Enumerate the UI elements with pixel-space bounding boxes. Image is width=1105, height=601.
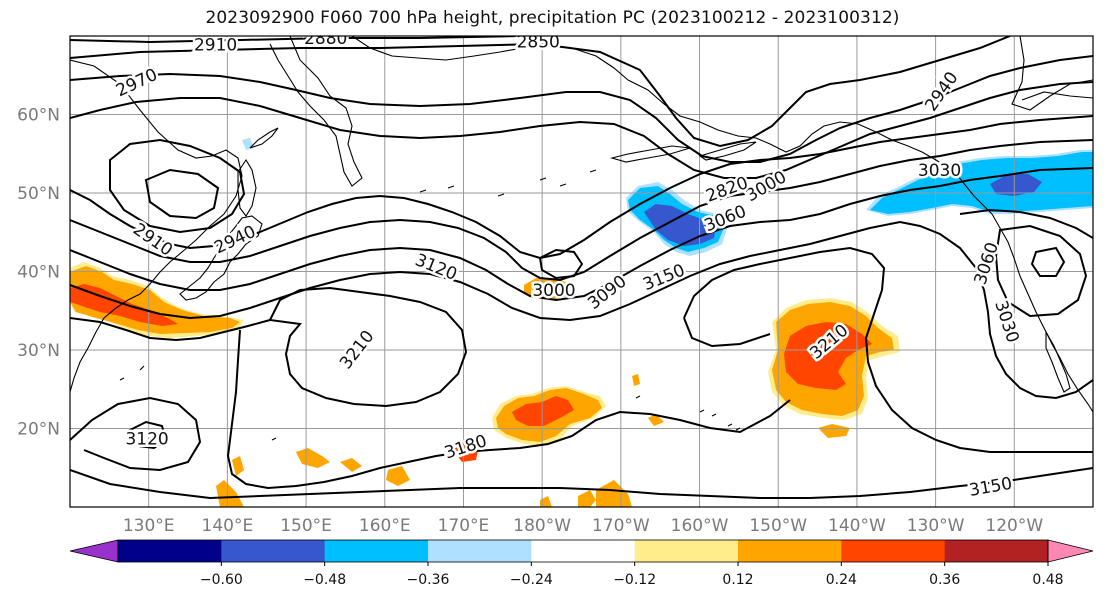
longitude-labels: 130°E 140°E 150°E 160°E 170°E 180°W 170°W 160°W… [123, 516, 1044, 536]
longitude-label: 150°E [280, 516, 332, 536]
longitude-label: 120°W [985, 516, 1043, 536]
colorbar-bin [428, 540, 532, 562]
colorbar-tick-label: −0.48 [303, 572, 346, 588]
colorbar-extend-min [69, 539, 119, 563]
longitude-label: 170°W [592, 516, 650, 536]
colorbar-bin [738, 540, 842, 562]
colorbar: −0.60 −0.48 −0.36 −0.24 −0.12 0.12 0.24 0.36 0.4… [69, 539, 1094, 588]
colorbar-bin [324, 540, 429, 562]
contour-label: 2850 [517, 32, 560, 52]
colorbar-tick-label: −0.24 [510, 572, 553, 588]
colorbar-tick-label: −0.12 [613, 572, 656, 588]
longitude-label: 140°E [202, 516, 254, 536]
latitude-label: 20°N [17, 420, 60, 440]
contour-label: 3030 [918, 161, 961, 181]
colorbar-tick-label: 0.48 [1032, 572, 1063, 588]
longitude-label: 160°E [359, 516, 411, 536]
colorbar-tick-label: 0.24 [826, 572, 857, 588]
longitude-label: 150°W [749, 516, 807, 536]
map-title: 2023092900 F060 700 hPa height, precipit… [205, 8, 900, 28]
latitude-label: 30°N [17, 341, 60, 361]
colorbar-bin [118, 540, 222, 562]
contour-label: 2910 [194, 35, 237, 55]
height-contours [70, 36, 1093, 500]
map-frame [69, 35, 1094, 508]
contour-label: 3000 [532, 281, 575, 301]
longitude-label: 180°W [513, 516, 571, 536]
latitude-label: 40°N [17, 263, 60, 283]
colorbar-outline [117, 539, 1049, 563]
latitude-label: 50°N [17, 184, 60, 204]
colorbar-tick-label: −0.36 [407, 572, 450, 588]
colorbar-tick-label: −0.60 [200, 572, 243, 588]
contour-label: 2880 [304, 29, 347, 49]
longitude-label: 140°W [828, 516, 886, 536]
longitude-label: 160°W [671, 516, 729, 536]
coastlines [70, 36, 1093, 441]
colorbar-tick-label: 0.36 [929, 572, 960, 588]
latitude-label: 60°N [17, 106, 60, 126]
colorbar-tick-label: 0.12 [722, 572, 753, 588]
colorbar-bin [944, 540, 1049, 562]
longitude-label: 130°E [123, 516, 175, 536]
longitude-label: 130°W [907, 516, 965, 536]
colorbar-bin [221, 540, 326, 562]
colorbar-extend-max [1047, 539, 1094, 563]
colorbar-bin [634, 540, 739, 562]
precip-region-dateline [524, 278, 570, 300]
latitude-labels: 60°N 50°N 40°N 30°N 20°N [17, 106, 60, 440]
longitude-label: 170°E [438, 516, 490, 536]
contour-label: 3120 [125, 429, 168, 449]
colorbar-bin [531, 540, 636, 562]
colorbar-bin [841, 540, 946, 562]
